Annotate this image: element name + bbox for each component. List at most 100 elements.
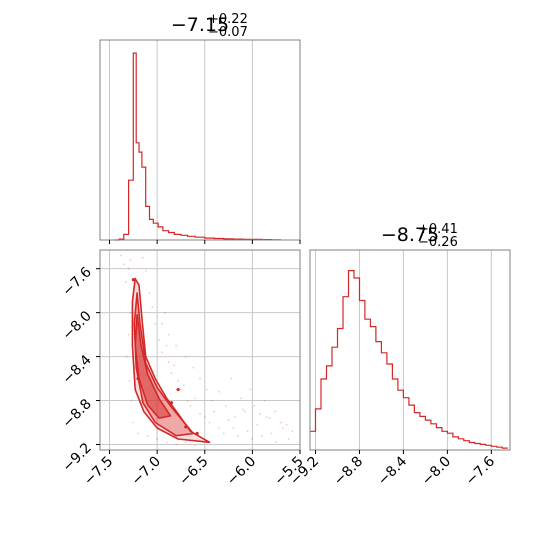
joint-2d-sample-14: [170, 372, 173, 374]
joint-2d-dense-point-5: [195, 431, 199, 436]
joint-2d-sample-77: [291, 430, 294, 433]
joint-2d-sample-15: [173, 364, 176, 367]
hist-param-2-xtick-label-2: −8.4: [375, 453, 410, 488]
joint-2d-sample-37: [270, 432, 273, 435]
joint-2d-sample-47: [137, 432, 139, 435]
joint-2d-sample-53: [194, 444, 197, 447]
hist-param-2-step-line: [310, 270, 508, 449]
joint-2d-sample-23: [203, 416, 206, 418]
joint-2d-sample-22: [199, 412, 201, 415]
joint-2d-sample-75: [280, 421, 282, 424]
joint-2d-sample-73: [268, 417, 271, 420]
joint-2d-sample-10: [158, 339, 160, 342]
joint-2d-sample-31: [241, 408, 244, 411]
hist-param-2-title-sup: +0.41: [418, 222, 458, 237]
joint-2d-frame: [99, 249, 301, 451]
joint-2d-sample-66: [234, 416, 237, 418]
hist-param-2-frame: [309, 249, 511, 451]
joint-2d-sample-45: [130, 399, 133, 402]
joint-2d-xtick-label-1: −7.0: [129, 454, 164, 489]
joint-2d-sample-57: [175, 344, 178, 347]
joint-2d-sample-56: [167, 333, 170, 336]
joint-2d-dense-point-2: [169, 401, 174, 405]
joint-2d-dense-point-4: [184, 425, 188, 429]
joint-2d-sample-11: [161, 351, 163, 354]
joint-2d-sample-20: [189, 405, 192, 407]
joint-2d-sample-2: [124, 280, 127, 283]
hist-param-1-title-value: −7.15: [171, 14, 229, 36]
joint-2d-ytick-label-3: −8.8: [59, 396, 94, 431]
joint-2d-sample-39: [281, 427, 284, 429]
joint-2d-sample-16: [177, 379, 179, 382]
joint-2d-sample-36: [265, 416, 268, 418]
joint-2d-sample-54: [161, 322, 163, 325]
joint-2d-sample-24: [208, 421, 211, 424]
joint-2d-sample-71: [259, 412, 261, 415]
joint-2d-sample-59: [192, 366, 195, 369]
joint-2d-sample-13: [167, 361, 170, 363]
joint-2d-sample-69: [249, 388, 252, 391]
joint-2d-sample-38: [275, 441, 278, 444]
joint-2d-dense-point-3: [176, 387, 180, 392]
joint-2d-sample-46: [132, 421, 135, 424]
joint-2d-sample-67: [240, 397, 242, 400]
joint-2d-sample-58: [184, 355, 187, 358]
hist-param-1-title-sup: +0.22: [208, 12, 248, 27]
joint-2d-ytick-label-1: −8.0: [59, 308, 94, 343]
joint-2d-sample-42: [127, 333, 130, 336]
hist-param-2-title-sub: −0.26: [418, 235, 458, 250]
joint-2d-sample-0: [120, 254, 122, 257]
joint-2d-sample-63: [218, 390, 220, 393]
hist-param-2-panel: −9.2 −8.8 −8.4 −8.0 −7.6: [287, 249, 511, 489]
hist-param-1-frame: [99, 39, 301, 241]
joint-2d-ytick-label-2: −8.4: [59, 352, 94, 387]
joint-2d-sample-70: [253, 405, 256, 407]
joint-2d-panel: −7.5 −7.0 −6.5 −6.0 −5.5−7.6−8.0−8.4−8.8−9.2: [59, 249, 307, 489]
joint-2d-sample-27: [222, 432, 225, 435]
joint-2d-sample-34: [256, 423, 259, 426]
joint-2d-sample-4: [129, 258, 132, 261]
joint-2d-sample-35: [261, 434, 263, 437]
joint-2d-sample-55: [163, 311, 166, 314]
joint-2d-sample-25: [213, 410, 216, 413]
joint-2d-sample-65: [230, 377, 233, 380]
joint-2d-sample-40: [287, 438, 290, 440]
joint-2d-sample-60: [199, 377, 201, 380]
chart-panels: −9.2 −8.8 −8.4 −8.0 −7.6−7.5 −7.0 −6.5 −6.0 −5.5…: [59, 39, 511, 489]
joint-2d-xtick-label-2: −6.5: [176, 454, 211, 489]
joint-2d-dense-point-1: [136, 376, 140, 381]
joint-2d-sample-44: [128, 379, 131, 382]
joint-2d-sample-3: [127, 267, 130, 270]
joint-2d-sample-17: [180, 388, 182, 391]
hist-param-2-xtick-label-1: −8.8: [331, 454, 366, 489]
hist-param-1-title: −7.15: [171, 14, 229, 36]
joint-2d-sample-62: [211, 399, 214, 402]
joint-2d-sample-51: [175, 443, 178, 446]
joint-2d-dense-point-0: [131, 278, 135, 282]
joint-2d-sample-21: [194, 397, 197, 400]
joint-2d-sample-64: [224, 405, 227, 407]
joint-2d-sample-29: [232, 427, 235, 429]
joint-2d-sample-74: [274, 410, 277, 413]
joint-2d-sample-43: [125, 355, 128, 358]
joint-2d-sample-33: [251, 438, 254, 440]
joint-2d-sample-30: [237, 434, 239, 437]
joint-2d-sample-19: [186, 399, 189, 402]
joint-2d-sample-1: [122, 263, 125, 266]
joint-2d-sample-32: [246, 430, 249, 433]
joint-2d-sample-28: [227, 419, 230, 422]
joint-2d-sample-5: [141, 256, 144, 259]
joint-2d-contour-2: [134, 313, 172, 419]
joint-2d-sample-41: [129, 311, 132, 314]
hist-param-1-step-line: [114, 52, 281, 241]
joint-2d-sample-49: [156, 438, 159, 440]
joint-2d-sample-18: [182, 384, 185, 387]
joint-2d-sample-9: [154, 322, 157, 325]
joint-2d-xtick-label-3: −6.0: [224, 454, 259, 489]
joint-2d-ytick-label-0: −7.6: [59, 264, 94, 299]
hist-param-2-xtick-label-3: −8.0: [419, 454, 454, 489]
joint-2d-sample-12: [165, 344, 168, 347]
joint-2d-sample-50: [165, 441, 168, 444]
joint-2d-sample-7: [148, 291, 151, 294]
